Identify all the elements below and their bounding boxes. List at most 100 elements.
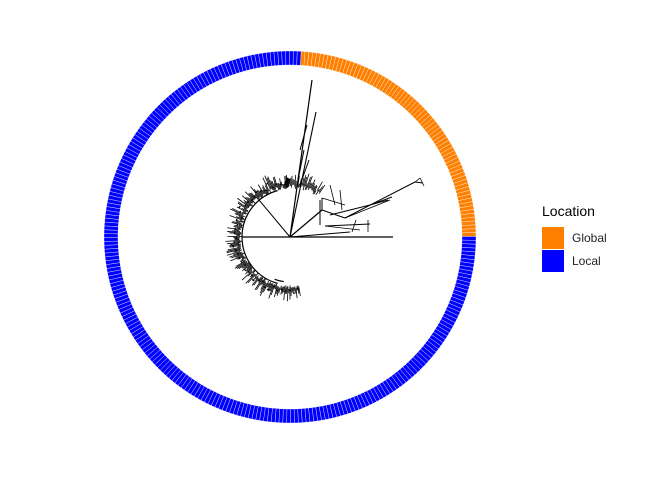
tree-tip-branch — [238, 261, 250, 270]
tree-global-branch — [369, 199, 389, 206]
tree-tip-branch — [235, 254, 244, 258]
tree-global-branch — [289, 231, 351, 238]
tree-tip-branch — [241, 264, 251, 272]
tree-tip-branch — [247, 269, 256, 277]
tree-tip-branch — [297, 285, 300, 294]
tree-tip-branch — [244, 201, 251, 207]
tree-global-branch — [419, 177, 425, 187]
tree-tip-branch — [304, 183, 308, 191]
ring-tile-global — [461, 232, 477, 237]
ring-tile-local — [296, 50, 302, 66]
tree-tip-branch — [307, 182, 312, 191]
tree-tip-branch — [268, 284, 274, 299]
tree-tip-branch — [245, 266, 252, 272]
tree-tip-branch — [302, 175, 307, 187]
tree-tip-branch — [245, 268, 253, 275]
tree-tip-branch — [258, 277, 262, 281]
tree-tip-branch — [243, 263, 251, 269]
legend: Location Global Local — [542, 203, 607, 272]
tree-tip-branch — [242, 211, 248, 215]
tree-tip-branch — [234, 213, 244, 218]
tree-tip-branch — [242, 211, 247, 215]
tree-branch — [258, 199, 291, 238]
tree-tip-branch — [266, 177, 272, 190]
location-ring — [103, 50, 477, 424]
tree-tip-branch — [227, 231, 242, 234]
tree-tip-branch — [279, 178, 282, 188]
circular-tree — [225, 79, 425, 302]
tree-tip-branch — [237, 197, 250, 208]
tree-tip-branch — [254, 194, 259, 200]
tree-tip-branch — [226, 248, 241, 254]
tree-global-branch — [344, 181, 416, 219]
tree-tip-branch — [283, 286, 285, 293]
tree-tip-branch — [247, 197, 254, 203]
tree-global-branch — [289, 209, 323, 238]
ring-tile-local — [103, 240, 119, 246]
tree-tip-branch — [284, 181, 286, 189]
ring-tile-local — [286, 408, 291, 424]
tree-tip-branch — [307, 176, 313, 189]
tree-tip-branch — [285, 175, 288, 188]
tree-tip-branch — [269, 283, 274, 292]
tree-tip-branch — [227, 227, 241, 231]
tree-global-branch — [324, 225, 361, 231]
tree-tip-branch — [254, 277, 264, 291]
tree-tip-arc — [238, 205, 241, 209]
tree-tip-branch — [241, 263, 250, 269]
tree-tip-branch — [252, 270, 256, 274]
ring-tile-global — [461, 228, 477, 234]
tree-tip-branch — [253, 278, 260, 286]
tree-tip-branch — [296, 286, 298, 291]
tree-tip-branch — [280, 285, 282, 290]
tree-tip-branch — [229, 215, 243, 221]
tree-tip-branch — [298, 286, 301, 296]
tree-tip-branch — [273, 183, 277, 190]
tree-tip-branch — [241, 207, 249, 213]
tree-tip-branch — [318, 184, 326, 194]
tree-tip-branch — [238, 216, 245, 220]
tree-tip-branch — [225, 239, 241, 242]
legend-label-global: Global — [572, 230, 607, 245]
tree-tip-branch — [249, 197, 256, 204]
tree-tip-branch — [315, 189, 320, 196]
tree-tip-branch — [248, 193, 255, 200]
tree-tip-branch — [277, 184, 280, 191]
tree-tip-branch — [311, 183, 316, 191]
tree-tip-branch — [235, 219, 244, 223]
legend-label-local: Local — [572, 253, 601, 268]
ring-tile-local — [285, 50, 290, 66]
tree-tip-branch — [312, 185, 316, 191]
tree-tip-branch — [241, 257, 247, 261]
tree-tip-branch — [274, 176, 278, 188]
tree-tip-branch — [313, 190, 317, 195]
tree-tip-branch — [254, 272, 259, 277]
tree-tip-branch — [294, 286, 296, 293]
tree-tip-branch — [285, 175, 288, 188]
tree-global-branch — [344, 199, 391, 219]
tree-tip-branch — [241, 256, 246, 259]
tree-tip-branch — [260, 280, 266, 290]
tree-tip-branch — [270, 284, 276, 295]
tree-tip-branch — [226, 251, 241, 256]
tree-global-branch — [324, 223, 371, 227]
tree-tip-branch — [264, 175, 271, 190]
tree-tip-branch — [237, 255, 245, 260]
tree-tip-branch — [230, 208, 244, 216]
tree-tip-branch — [244, 191, 254, 201]
tree-global-branch — [329, 184, 336, 206]
tree-tip-branch — [229, 232, 242, 235]
tree-tip-branch — [243, 208, 249, 212]
tree-tip-branch — [236, 262, 248, 269]
tree-tip-branch — [246, 265, 252, 270]
tree-tip-branch — [274, 286, 278, 297]
tree-tip-branch — [280, 287, 283, 295]
tree-tip-branch — [235, 212, 246, 218]
tree-tip-branch — [266, 283, 270, 288]
tree-tip-branch — [309, 182, 313, 189]
tree-tip-branch — [269, 189, 271, 193]
tree-tip-branch — [262, 187, 268, 196]
tree-tip-branch — [312, 184, 317, 193]
legend-title: Location — [542, 203, 595, 219]
tree-tip-branch — [298, 183, 300, 188]
